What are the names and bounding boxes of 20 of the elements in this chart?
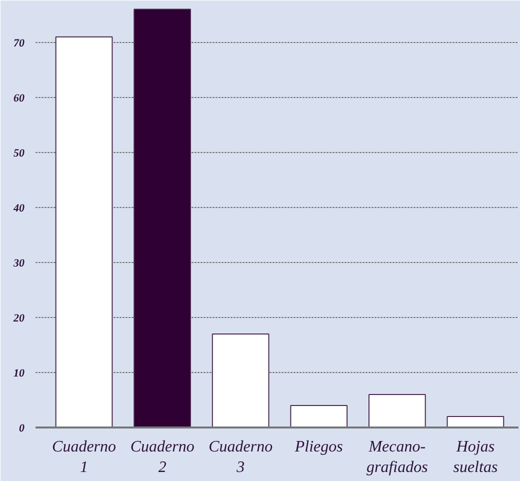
- x-tick-label: Cuaderno 2: [130, 438, 194, 476]
- y-tick-label: 40: [12, 202, 25, 214]
- y-tick-label: 50: [14, 147, 25, 160]
- y-tick-label: 70: [14, 37, 25, 50]
- x-tick-label: Hojas sueltas: [453, 438, 498, 476]
- x-tick-label: Cuaderno 3: [208, 438, 273, 476]
- y-tick-label: 60: [14, 92, 25, 104]
- bar: [212, 333, 270, 428]
- bar: [290, 404, 348, 428]
- bar: [134, 8, 191, 428]
- bar: [446, 416, 504, 428]
- bar: [368, 394, 426, 428]
- y-tick-label: 30: [12, 257, 25, 270]
- x-tick-label: Cuaderno 1: [52, 438, 116, 476]
- y-tick-label: 0: [19, 422, 25, 434]
- bar: [55, 36, 113, 428]
- y-tick-label: 10: [14, 367, 25, 380]
- x-tick-label: Mecano- grafiados: [366, 438, 428, 476]
- x-tick-label: Pliegos: [294, 438, 343, 456]
- y-tick-label: 20: [12, 312, 25, 324]
